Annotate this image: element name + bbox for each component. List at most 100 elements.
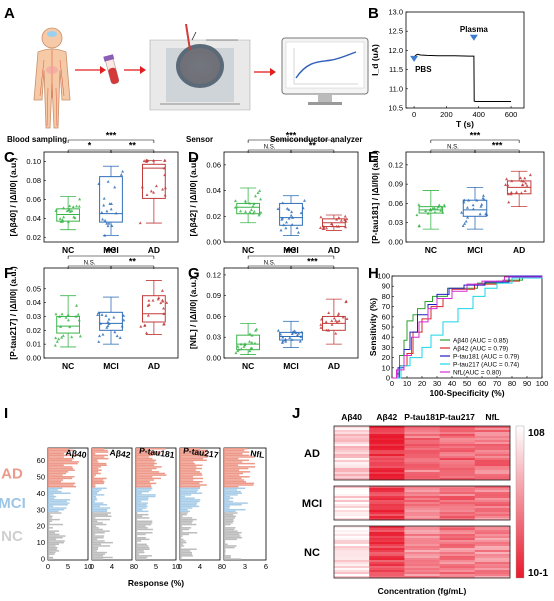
heatmap-cell [404,516,440,519]
response-bar [48,546,58,549]
data-point [163,158,167,162]
heatmap-cell [474,556,511,559]
response-bar [48,454,78,457]
heatmap-cell [334,548,370,551]
heatmap-cell [404,436,440,439]
y-tick-label: 80 [382,292,390,301]
response-bar [92,551,107,554]
data-point [122,313,126,317]
response-bar [136,545,149,547]
data-point [96,313,100,317]
x-tick-label: 40 [448,379,456,388]
heatmap-cell [404,544,440,547]
data-point [279,228,283,232]
data-point [482,198,486,201]
heatmap-cell [404,478,440,481]
response-bar [224,494,238,496]
response-bar [92,502,104,504]
data-point [335,224,339,228]
data-point [103,233,107,237]
data-point [510,179,514,183]
data-point [162,166,166,170]
panel-letter-b: B [368,5,379,22]
data-point [64,315,68,319]
response-bar [224,485,239,488]
data-point [465,205,469,209]
heatmap-cell [334,494,370,497]
response-bar [136,508,143,511]
y-tick-label: 0.06 [388,199,403,208]
heatmap-cell [334,430,370,433]
x-tick-label: 0 [46,562,50,571]
response-bar [180,522,192,524]
heatmap-cell [404,556,440,559]
heatmap-cell [439,528,476,531]
heatmap-cell [404,510,440,513]
heatmap-cell [369,544,405,547]
heatmap-cell [404,500,440,503]
heatmap-cell [369,510,405,513]
data-point [162,306,166,310]
data-point [53,343,57,347]
response-bar [180,462,195,465]
response-bar [180,452,206,455]
concentration-heatmap: Aβ40 Aβ42 P-tau181 P-tau217 NfL AD MCI NC 108 10-… [302,412,549,596]
data-point [109,207,113,211]
response-bar [136,484,152,486]
response-bar [180,461,194,463]
panel-letter-e: E [368,149,378,166]
box-nc [236,202,261,215]
heatmap-cell [474,516,511,519]
data-point [327,311,331,315]
y-tick-label: 0.00 [206,238,221,247]
data-point [243,199,247,203]
response-bar [92,464,107,466]
heatmap-cell [439,502,476,505]
heatmap-cell [369,554,405,557]
heatmap-cell [439,438,476,441]
response-bar [92,492,98,494]
response-bar [92,449,108,452]
data-point [101,217,105,221]
heatmap-cell [404,504,440,507]
response-bar [92,499,98,501]
data-point [162,312,166,315]
response-bar [92,513,108,516]
heatmap-cell [334,446,370,449]
heatmap-cell [404,432,440,435]
response-bar [48,456,64,458]
response-bar [224,533,240,536]
heatmap-cell [404,426,440,429]
heatmap-cell [474,558,511,561]
data-point [244,210,248,213]
heatmap-cell [439,562,476,565]
data-point [335,320,339,324]
heatmap-cell [369,508,405,511]
heatmap-cell [334,478,370,481]
x-tick-label: 0 [90,562,94,571]
abeta40-boxplot: 0.02 0.04 0.06 0.08 0.10 NC MCI AD [Aβ40] / |ΔI/… [8,131,179,255]
data-point [163,173,167,177]
data-point [152,190,156,194]
heatmap-cell [369,450,405,453]
heatmap-cell [474,488,511,491]
x-tick-label: 90 [523,379,531,388]
response-bar [92,543,102,546]
heatmap-cell [474,506,511,509]
response-bar [180,536,182,539]
response-bar [136,479,154,481]
data-point [295,333,299,337]
response-bar [48,451,68,453]
heatmap-cell [404,444,440,447]
heatmap-cell [334,546,370,549]
heatmap-cell [369,548,405,551]
data-point [467,198,471,202]
heatmap-cell [439,560,476,563]
response-bar [180,489,199,491]
response-bar [48,497,55,499]
data-point [105,209,109,213]
heatmap-cell [474,492,511,495]
data-point [57,337,61,341]
response-bar [224,543,228,546]
